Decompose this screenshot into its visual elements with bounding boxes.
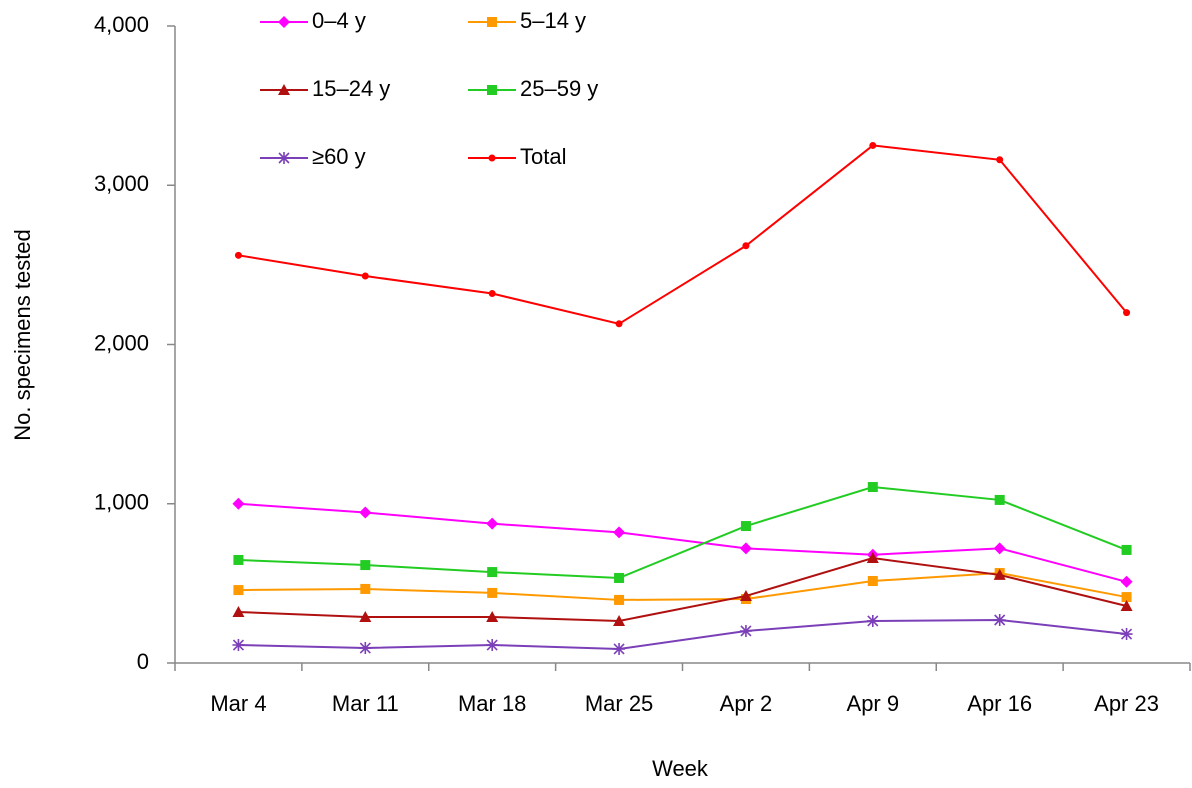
- marker: [1120, 575, 1133, 588]
- legend-label: 25–59 y: [520, 76, 598, 101]
- series-line: [238, 619, 1127, 650]
- marker: [1121, 592, 1132, 603]
- marker: [1121, 544, 1132, 555]
- marker: [867, 482, 878, 493]
- x-tick-label: Apr 9: [847, 691, 900, 716]
- marker: [278, 84, 290, 95]
- y-tick-label: 2,000: [94, 330, 149, 355]
- marker: [232, 639, 245, 652]
- marker: [233, 554, 244, 565]
- marker: [486, 610, 499, 622]
- x-tick-label: Apr 23: [1094, 691, 1159, 716]
- marker: [487, 587, 498, 598]
- marker: [867, 575, 878, 586]
- x-tick-label: Mar 4: [210, 691, 266, 716]
- marker: [487, 85, 497, 95]
- x-tick-label: Mar 25: [585, 691, 653, 716]
- series-line: [238, 486, 1127, 579]
- marker: [994, 494, 1005, 505]
- marker: [488, 290, 496, 298]
- marker: [993, 568, 1006, 580]
- marker: [488, 154, 496, 162]
- x-axis-label: Week: [652, 756, 709, 781]
- y-tick-label: 4,000: [94, 12, 149, 37]
- marker: [996, 156, 1004, 164]
- y-tick-label: 0: [137, 649, 149, 674]
- legend-label: Total: [520, 144, 566, 169]
- legend-label: 15–24 y: [312, 76, 390, 101]
- marker: [278, 152, 290, 164]
- marker: [739, 589, 752, 601]
- marker: [869, 141, 877, 149]
- marker: [359, 642, 372, 655]
- series-line: [238, 572, 1127, 601]
- marker: [739, 542, 752, 555]
- marker: [232, 497, 245, 510]
- legend-label: ≥60 y: [312, 144, 366, 169]
- x-tick-label: Mar 11: [332, 691, 399, 716]
- marker: [487, 17, 497, 27]
- series-line: [238, 557, 1127, 622]
- marker: [613, 642, 626, 655]
- marker: [993, 614, 1006, 627]
- marker: [360, 560, 371, 571]
- marker: [360, 583, 371, 594]
- marker: [614, 572, 625, 583]
- marker: [866, 614, 879, 627]
- marker: [487, 567, 498, 578]
- y-tick-label: 3,000: [94, 171, 149, 196]
- marker: [866, 552, 879, 564]
- marker: [993, 542, 1006, 555]
- marker: [234, 251, 242, 259]
- marker: [361, 272, 369, 280]
- marker: [486, 517, 499, 530]
- marker: [1120, 628, 1133, 641]
- marker: [740, 521, 751, 532]
- marker: [233, 585, 244, 596]
- marker: [278, 16, 290, 28]
- x-tick-label: Apr 16: [967, 691, 1032, 716]
- marker: [1123, 309, 1131, 317]
- y-tick-label: 1,000: [94, 490, 149, 515]
- x-tick-label: Mar 18: [458, 691, 526, 716]
- marker: [739, 624, 752, 637]
- marker: [1120, 599, 1133, 611]
- marker: [359, 610, 372, 622]
- marker: [614, 594, 625, 605]
- marker: [613, 614, 626, 626]
- series-line: [238, 502, 1127, 583]
- series-line: [238, 144, 1128, 325]
- marker: [486, 639, 499, 652]
- marker: [615, 320, 623, 328]
- legend-label: 0–4 y: [312, 8, 366, 33]
- x-tick-label: Apr 2: [720, 691, 773, 716]
- marker: [742, 242, 750, 250]
- marker: [613, 526, 626, 539]
- marker: [232, 606, 245, 618]
- y-axis-label: No. specimens tested: [10, 229, 35, 441]
- legend-label: 5–14 y: [520, 8, 586, 33]
- marker: [359, 506, 372, 519]
